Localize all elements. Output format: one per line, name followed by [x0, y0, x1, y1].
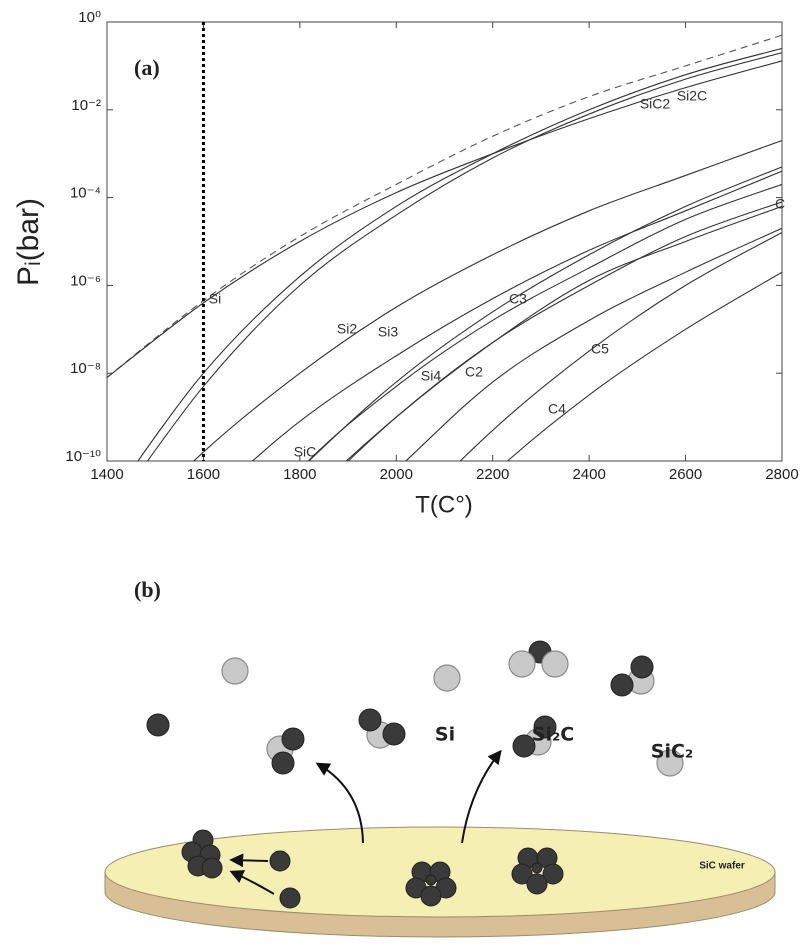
- curve-label: C2: [465, 364, 483, 380]
- curve-label: Si: [209, 291, 221, 307]
- curve: [251, 170, 782, 461]
- x-tick-label: 1400: [90, 466, 123, 483]
- x-axis-label: T(C°): [415, 491, 473, 518]
- curve-label: SiC: [294, 444, 317, 460]
- curve: [137, 47, 782, 461]
- y-tick-label: 10⁻²: [71, 97, 101, 114]
- curve: [307, 183, 782, 461]
- curve-label: C5: [591, 341, 609, 357]
- curve: [459, 232, 782, 461]
- y-tick-label: 10⁻⁸: [70, 360, 101, 377]
- wafer-label: SiC wafer: [699, 861, 745, 872]
- x-tick-label: 2000: [380, 466, 413, 483]
- panel-label: (b): [134, 577, 161, 602]
- curve: [146, 52, 782, 461]
- x-tick-label: 2200: [476, 466, 509, 483]
- curve: [308, 166, 782, 461]
- curve-label: SiC2: [640, 96, 671, 112]
- plot-frame: [106, 21, 783, 462]
- x-tick-label: 2600: [669, 466, 702, 483]
- curves: [107, 34, 782, 461]
- y-tick-label: 10⁻¹⁰: [65, 448, 101, 465]
- plot-area: 1400 1600 1800 2000 2200 2400 2600 2800 10⁻¹⁰ 10⁻…: [65, 9, 798, 483]
- x-tick-label: 1800: [283, 466, 316, 483]
- curve: [506, 271, 782, 461]
- x-tick-label: 1600: [187, 466, 220, 483]
- y-tick-label: 10⁰: [78, 9, 101, 26]
- curve-label: Si2C: [677, 88, 707, 104]
- y-tick-label: 10⁻⁴: [70, 185, 101, 202]
- panel-label: (a): [134, 55, 160, 80]
- x-tick-label: 2400: [572, 466, 605, 483]
- curve-label: Si4: [421, 368, 441, 384]
- curve: [405, 227, 782, 461]
- surface-clusters: [181, 829, 564, 909]
- curve: [193, 139, 782, 461]
- arrows: [229, 749, 502, 895]
- curve: [107, 34, 782, 378]
- species-label: Si₂C: [532, 724, 574, 746]
- y-axis-label: Pᵢ(bar): [12, 198, 45, 286]
- x-tick-label: 2800: [765, 466, 798, 483]
- diagram: (b) SiC wafer Si Si₂C SiC₂: [104, 577, 776, 938]
- species-label: SiC₂: [651, 741, 693, 763]
- gas-molecules: [146, 640, 684, 777]
- curve-label: C: [775, 196, 785, 212]
- curve-label: C4: [548, 401, 566, 417]
- curve-label: C3: [509, 291, 527, 307]
- y-tick-label: 10⁻⁶: [70, 272, 101, 289]
- curve-label: Si3: [378, 324, 398, 340]
- curve: [347, 201, 782, 461]
- curve: [107, 60, 782, 378]
- curve-label: Si2: [337, 321, 357, 337]
- species-label: Si: [435, 724, 455, 746]
